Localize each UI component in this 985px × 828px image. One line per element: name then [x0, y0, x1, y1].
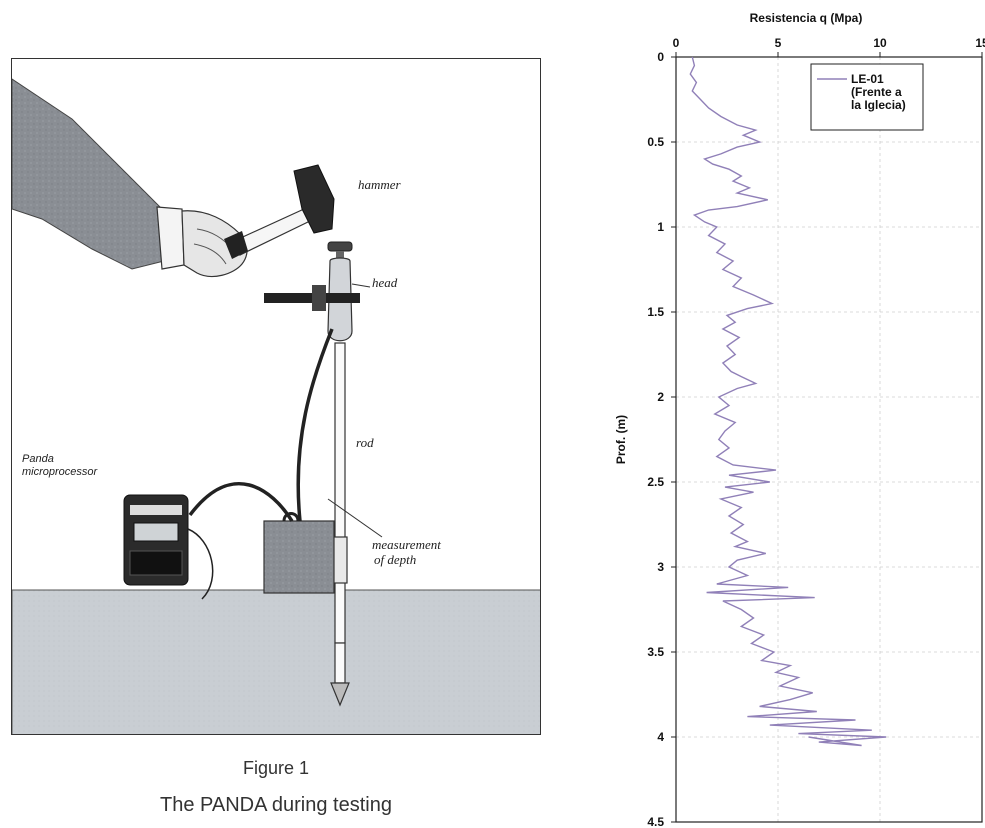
x-tick-label: 5	[775, 36, 782, 50]
y-tick-label: 0	[657, 50, 664, 64]
y-axis-title: Prof. (m)	[614, 415, 628, 464]
legend-label: (Frente a	[851, 85, 902, 99]
y-tick-label: 0.5	[647, 135, 664, 149]
depth-sleeve	[332, 536, 348, 584]
cable-head	[296, 328, 334, 522]
y-axis-ticks: 0 0.5 1 1.5 2 2.5 3 3.5 4 4.5	[647, 50, 676, 828]
panda-illustration: hammer head rod Panda microprocessor mea…	[11, 58, 541, 735]
y-tick-label: 1.5	[647, 305, 664, 319]
y-tick-label: 2	[657, 390, 664, 404]
x-tick-label: 15	[975, 36, 985, 50]
rod	[334, 342, 346, 644]
hammer-label: hammer	[358, 177, 401, 192]
depth-box	[263, 520, 335, 594]
y-tick-label: 3.5	[647, 645, 664, 659]
head-label: head	[372, 275, 398, 290]
cable-processor	[188, 482, 294, 522]
panda-drawing	[12, 78, 540, 734]
grid	[676, 57, 982, 822]
x-tick-label: 10	[873, 36, 887, 50]
shirt-cuff	[156, 206, 185, 270]
y-tick-label: 3	[657, 560, 664, 574]
y-tick-label: 4.5	[647, 815, 664, 828]
legend-label: la Iglecia)	[851, 98, 906, 112]
measurement-label: measurement of depth	[372, 537, 441, 567]
resistance-depth-chart: Resistencia q (Mpa) 0 5 10 15 0 0.5 1 1.5 2 2.5 3…	[614, 11, 985, 828]
figure-panel: hammer head rod Panda microprocessor mea…	[11, 58, 541, 816]
x-axis-ticks: 0 5 10 15	[673, 36, 985, 57]
figure-caption: The PANDA during testing	[160, 794, 392, 816]
y-tick-label: 4	[657, 730, 664, 744]
arm-sleeve	[12, 78, 173, 270]
cone-tip	[330, 682, 350, 707]
figure-number: Figure 1	[242, 758, 310, 778]
x-tick-label: 0	[673, 36, 680, 50]
legend-label: LE-01	[851, 72, 884, 86]
series-line-le-01	[689, 56, 887, 747]
hammer-head	[293, 164, 335, 234]
hammer-grip	[224, 231, 248, 259]
head-knob	[327, 241, 353, 252]
legend-box	[810, 63, 924, 131]
y-tick-label: 1	[657, 220, 664, 234]
chart-panel: Resistencia q (Mpa) 0 5 10 15 0 0.5 1 1.5 2 2.5 3…	[560, 0, 985, 828]
plot-frame	[675, 56, 983, 823]
rod-label: rod	[356, 435, 374, 450]
panda-label: Panda microprocessor	[22, 453, 98, 478]
x-axis-title: Resistencia q (Mpa)	[750, 11, 863, 25]
ground-surface	[12, 589, 540, 734]
y-tick-label: 2.5	[647, 475, 664, 489]
legend: LE-01(Frente ala Iglecia)	[810, 63, 924, 131]
